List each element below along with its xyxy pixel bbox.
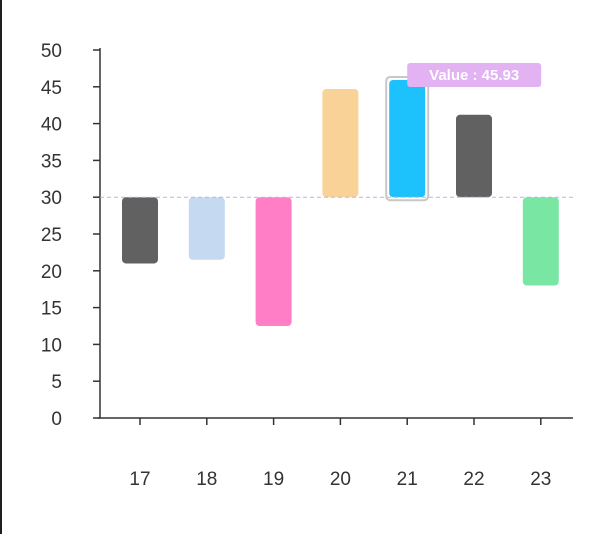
x-tick-label: 21: [397, 469, 418, 490]
x-tick-label: 17: [129, 469, 150, 490]
frame-left-edge: [0, 0, 2, 534]
bar-17: [122, 197, 158, 264]
y-tick-label: 30: [41, 188, 62, 209]
x-tick-label: 18: [196, 469, 217, 490]
y-tick-label: 10: [41, 335, 62, 356]
x-tick-label: 19: [263, 469, 284, 490]
x-axis: 17 18 19 20 21 22 23: [98, 417, 573, 490]
bar-23: [522, 197, 559, 286]
bar-20: [322, 89, 359, 198]
y-tick-label: 0: [51, 409, 62, 430]
bar-21: [389, 79, 426, 198]
tooltip-box: [407, 62, 542, 87]
bar-19: [255, 197, 292, 326]
y-tick-label: 40: [41, 115, 62, 136]
bar-18: [188, 197, 225, 260]
y-tick-label: 35: [41, 151, 62, 172]
x-tick-label: 23: [530, 469, 551, 490]
x-tick-label: 22: [463, 469, 484, 490]
y-tick-label: 20: [41, 262, 62, 283]
y-axis: 0 5 10 15 20 25 30 35 40 45 50: [41, 41, 101, 430]
y-tick-label: 45: [41, 78, 62, 99]
bar-22: [456, 114, 492, 198]
y-tick-label: 15: [41, 299, 62, 320]
y-tick-label: 50: [41, 41, 62, 62]
tooltip: Value : 45.93: [407, 62, 542, 87]
x-tick-label: 20: [330, 469, 351, 490]
bars: [122, 75, 559, 326]
y-tick-label: 5: [51, 372, 62, 393]
tooltip-text: Value : 45.93: [429, 67, 519, 84]
y-tick-label: 25: [41, 225, 62, 246]
